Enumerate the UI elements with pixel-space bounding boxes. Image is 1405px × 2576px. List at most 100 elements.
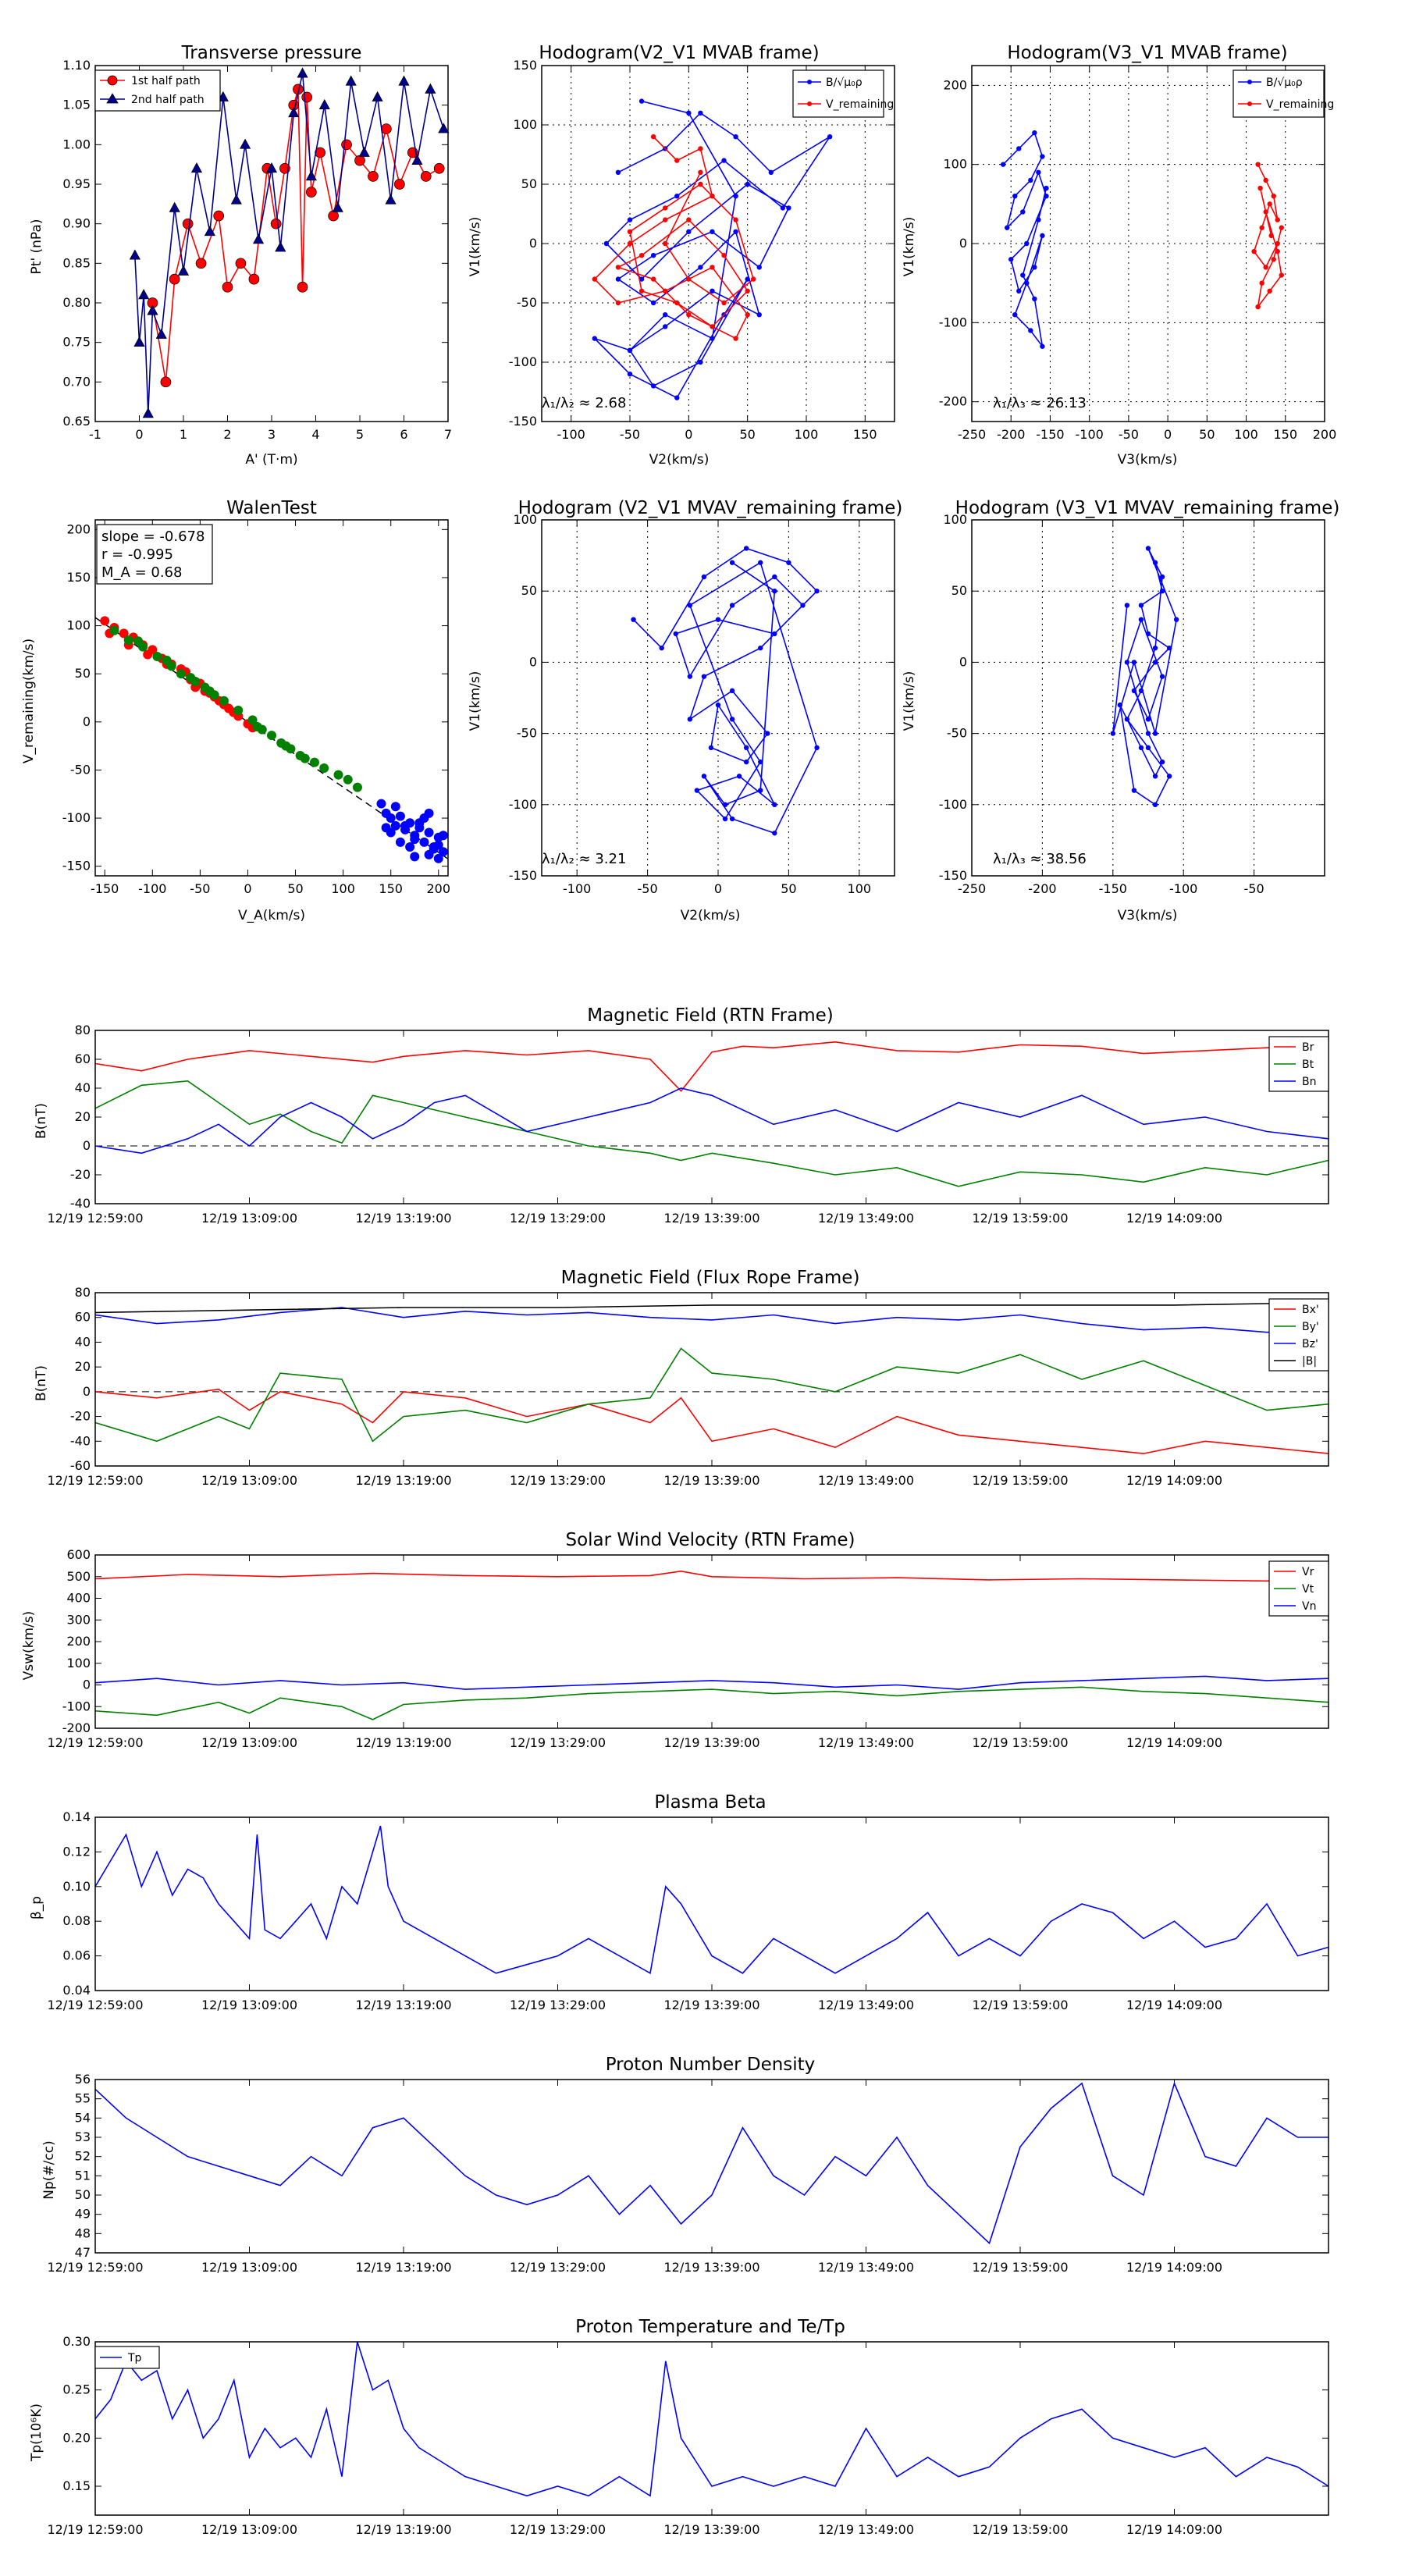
y-tick-label: 200 — [943, 77, 967, 92]
panel-title: Magnetic Field (RTN Frame) — [587, 1005, 834, 1026]
data-point — [1267, 288, 1272, 294]
y-tick-label: 0.06 — [62, 1948, 91, 1963]
data-point — [772, 589, 777, 594]
x-axis-label: V3(km/s) — [1118, 908, 1178, 923]
data-point — [698, 359, 703, 365]
data-point — [786, 205, 791, 211]
data-point — [1138, 688, 1144, 694]
data-point — [1257, 185, 1263, 191]
data-point — [1275, 240, 1280, 247]
y-tick-label: 500 — [66, 1569, 91, 1584]
data-point — [395, 837, 405, 847]
x-tick-label: 12/19 13:59:00 — [972, 1211, 1068, 1226]
data-point — [733, 194, 738, 199]
data-point — [424, 827, 434, 838]
x-tick-label: 12/19 12:59:00 — [47, 1998, 143, 2012]
y-tick-label: -50 — [70, 762, 91, 777]
data-point — [252, 233, 265, 244]
data-point — [182, 218, 194, 229]
data-point — [1124, 717, 1130, 722]
data-point — [204, 226, 215, 237]
data-point — [800, 603, 806, 608]
data-point — [674, 395, 680, 400]
data-point — [410, 834, 420, 845]
y-axis-label: B(nT) — [34, 1103, 49, 1139]
y-tick-label: 0 — [959, 654, 967, 669]
data-point — [722, 816, 728, 822]
y-axis-label: Vsw(km/s) — [21, 1611, 37, 1681]
y-tick-label: 0.14 — [62, 1809, 91, 1824]
data-point — [385, 194, 397, 205]
data-point — [265, 162, 278, 173]
x-tick-label: 12/19 13:29:00 — [510, 1211, 606, 1226]
y-tick-label: -200 — [939, 394, 967, 409]
x-tick-label: -250 — [958, 881, 986, 896]
data-point — [758, 759, 763, 765]
x-tick-label: 150 — [1274, 427, 1298, 442]
data-point — [381, 123, 392, 134]
y-tick-label: 0.12 — [62, 1844, 91, 1859]
legend-entry: B/√μ₀ρ — [1266, 76, 1303, 89]
x-tick-label: 200 — [427, 881, 451, 896]
x-tick-label: 150 — [379, 881, 403, 896]
y-tick-label: 50 — [951, 583, 967, 598]
y-tick-label: 0.80 — [62, 295, 91, 310]
y-tick-label: 0 — [83, 1678, 91, 1692]
data-point — [186, 673, 196, 683]
data-point — [721, 253, 727, 258]
y-axis-label: Tp(10⁶K) — [29, 2403, 44, 2462]
data-point — [715, 617, 721, 622]
data-point — [698, 181, 703, 187]
panel-title: Proton Number Density — [606, 2055, 816, 2075]
panel-title: Solar Wind Velocity (RTN Frame) — [565, 1530, 855, 1550]
legend-entry: By' — [1302, 1321, 1319, 1333]
x-tick-label: 12/19 13:19:00 — [355, 2522, 451, 2537]
data-point — [1138, 603, 1144, 608]
x-tick-label: 12/19 13:49:00 — [818, 1998, 914, 2012]
data-point — [650, 253, 656, 258]
data-point — [386, 813, 396, 824]
legend-entry: Vr — [1302, 1566, 1314, 1578]
x-tick-label: 0 — [244, 881, 251, 896]
solar-wind-velocity-panel: Solar Wind Velocity (RTN Frame) Vsw(km/s… — [21, 1530, 1329, 1750]
data-point — [1040, 154, 1045, 159]
data-point — [301, 91, 313, 103]
legend-entry: |B| — [1302, 1355, 1317, 1368]
data-point — [333, 770, 343, 780]
data-point — [710, 265, 715, 270]
y-tick-label: 0.25 — [62, 2382, 91, 2397]
y-tick-label: -100 — [62, 810, 91, 825]
data-point — [352, 782, 362, 792]
data-point — [305, 170, 317, 181]
data-point — [827, 134, 833, 140]
panel-title: Transverse pressure — [181, 43, 362, 63]
y-tick-label: 150 — [513, 58, 537, 73]
data-point — [420, 171, 432, 182]
y-tick-label: 0.15 — [62, 2478, 91, 2493]
series-line — [94, 1301, 1329, 1314]
data-point — [733, 336, 738, 341]
y-tick-label: -50 — [517, 295, 537, 310]
y-tick-label: 0 — [83, 714, 91, 729]
x-tick-label: 12/19 13:49:00 — [818, 2260, 914, 2275]
x-tick-label: 12/19 13:39:00 — [663, 1473, 759, 1488]
data-point — [1032, 265, 1037, 270]
x-tick-label: 12/19 13:29:00 — [510, 2522, 606, 2537]
legend-entry: Bx' — [1302, 1304, 1319, 1316]
legend: B/√μ₀ρ V_remaining — [792, 69, 894, 118]
data-point — [1145, 631, 1151, 637]
data-point — [1166, 774, 1172, 779]
legend-entry: 2nd half path — [131, 94, 205, 106]
x-tick-label: 12/19 13:09:00 — [201, 2522, 297, 2537]
x-tick-label: 12/19 13:09:00 — [201, 1473, 297, 1488]
data-point — [1275, 217, 1280, 222]
data-point — [1138, 745, 1144, 751]
data-point — [343, 774, 353, 785]
y-tick-label: 54 — [75, 2110, 91, 2125]
y-tick-label: 0 — [529, 236, 537, 251]
data-point — [1044, 194, 1049, 199]
data-point — [1000, 162, 1006, 167]
plot-area: -40 -20 0 20 40 60 80 12/19 12:59:00 12/19 13:09… — [47, 1023, 1329, 1226]
